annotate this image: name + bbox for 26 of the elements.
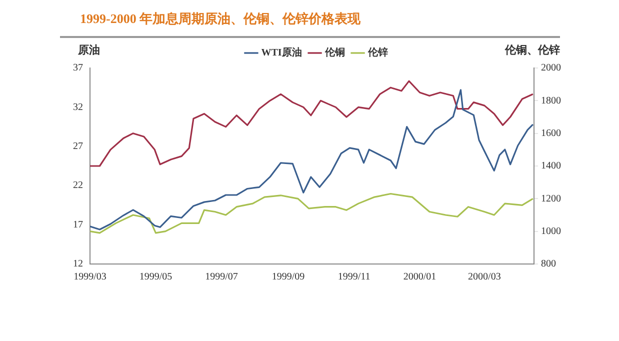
x-tick-label: 2000/01: [403, 272, 436, 283]
y2-tick-label: 1600: [541, 128, 561, 139]
chart-title: 1999-2000 年加息周期原油、伦铜、伦锌价格表现: [80, 10, 361, 28]
y-tick-label: 12: [73, 258, 83, 270]
y2-tick-label: 1400: [541, 160, 561, 172]
y-tick-label: 37: [73, 62, 83, 74]
legend-label: WTI原油: [261, 46, 302, 59]
x-tick-label: 1999/11: [338, 272, 370, 283]
x-tick-label: 1999/09: [272, 272, 305, 283]
legend-label: 伦铜: [324, 46, 345, 59]
x-tick-label: 1999/07: [205, 272, 238, 283]
y2-axis-title: 伦铜、伦锌: [504, 43, 560, 56]
y2-tick-label: 2000: [541, 62, 561, 74]
y-tick-label: 22: [73, 180, 83, 192]
legend-label: 伦锌: [366, 46, 388, 59]
x-tick-label: 1999/03: [74, 272, 106, 283]
y2-tick-label: 1800: [541, 95, 561, 106]
y-tick-label: 32: [73, 102, 83, 113]
y-tick-label: 27: [73, 141, 83, 152]
y-tick-label: 17: [73, 219, 83, 230]
y2-tick-label: 1000: [541, 226, 561, 237]
x-tick-label: 1999/05: [139, 272, 172, 283]
y2-tick-label: 1200: [541, 193, 561, 204]
y-axis-title: 原油: [77, 43, 100, 56]
x-tick-label: 2000/03: [468, 272, 501, 283]
y2-tick-label: 800: [541, 258, 556, 270]
